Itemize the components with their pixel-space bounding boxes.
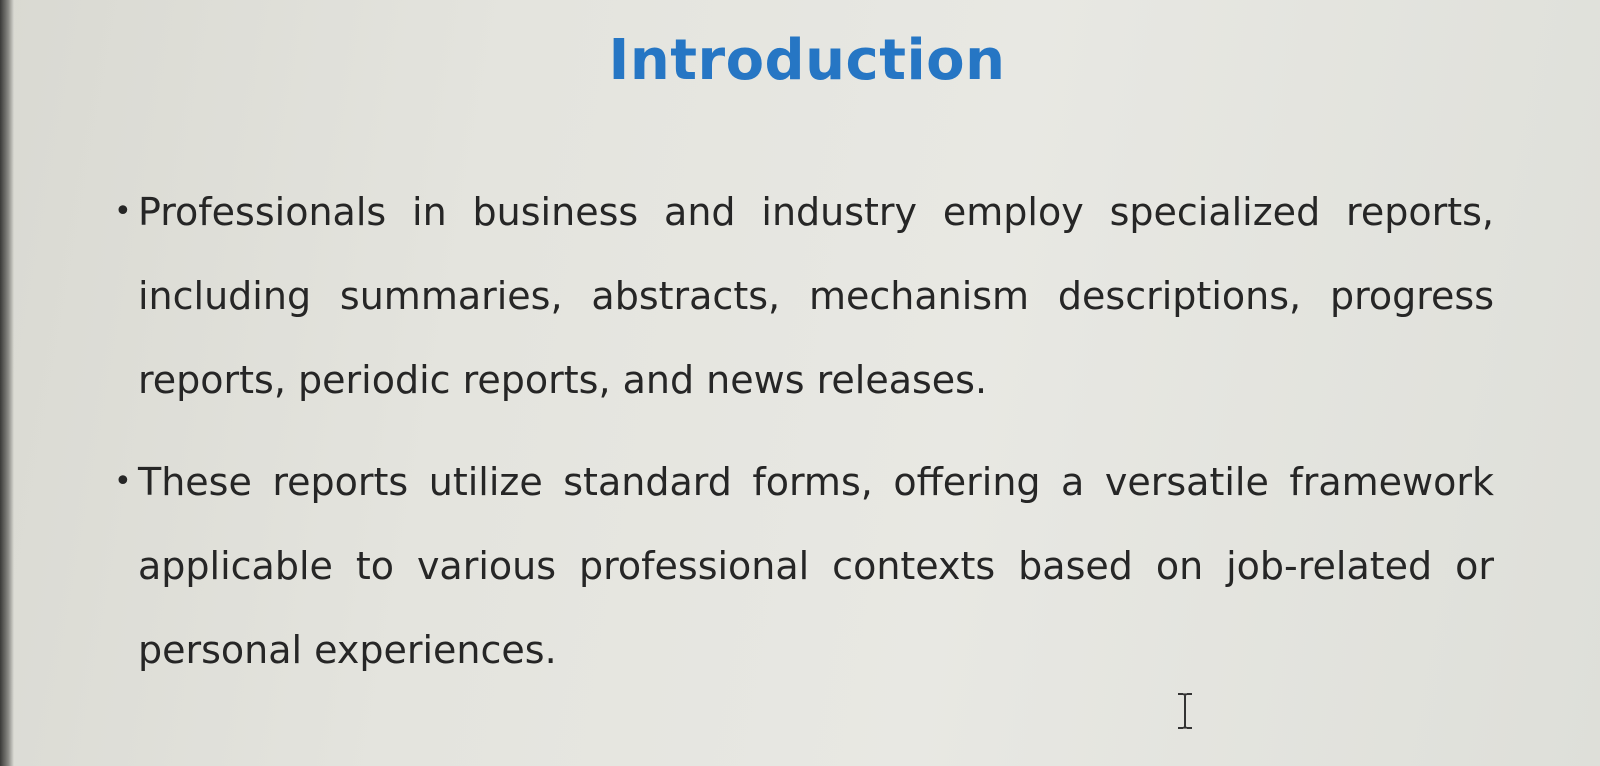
presentation-slide: Introduction • Professionals in business…	[14, 0, 1600, 766]
bullet-item-2: • These reports utilize standard forms, …	[114, 440, 1494, 692]
bullet-text-2: These reports utilize standard forms, of…	[138, 460, 1494, 672]
bullet-marker-icon: •	[114, 464, 132, 499]
text-cursor-icon	[1178, 693, 1192, 729]
bullet-list: • Professionals in business and industry…	[114, 170, 1494, 710]
slide-title: Introduction	[608, 28, 1006, 93]
bullet-item-1: • Professionals in business and industry…	[114, 170, 1494, 422]
bullet-marker-icon: •	[114, 194, 132, 229]
bullet-text-1: Professionals in business and industry e…	[138, 190, 1494, 402]
monitor-bezel-edge	[0, 0, 14, 766]
